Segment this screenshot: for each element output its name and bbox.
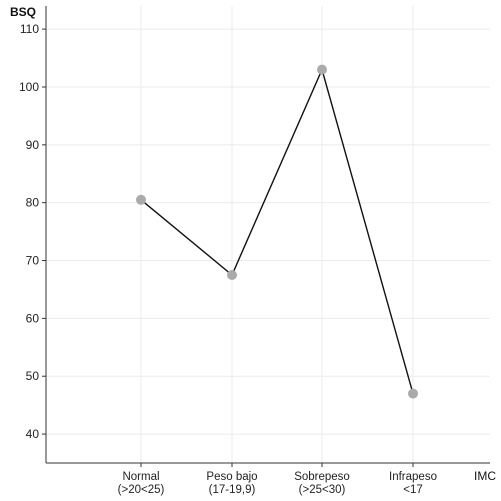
x-tick-label-range: <17 [403, 484, 423, 496]
y-tick-labels: 40 50 60 70 80 90 100 110 [19, 22, 46, 441]
y-tick-label: 110 [20, 22, 39, 36]
data-point [408, 388, 418, 399]
x-tick-label: Normal [122, 471, 159, 483]
y-axis-title: BSQ [10, 5, 36, 19]
y-tick-label: 60 [26, 311, 40, 325]
data-point [136, 194, 146, 205]
grid-lines [46, 6, 490, 463]
y-tick-label: 70 [26, 254, 40, 268]
y-tick-label: 100 [19, 80, 39, 94]
x-tick-label-range: (>20<25) [118, 484, 165, 496]
x-axis-title: IMC [474, 469, 496, 483]
x-tick-label: Sobrepeso [294, 471, 350, 483]
data-point [317, 64, 327, 75]
y-tick-label: 40 [26, 427, 40, 441]
data-point [227, 269, 237, 280]
axes [45, 6, 490, 464]
x-tick-label-range: (17-19,9) [209, 484, 256, 496]
series [136, 64, 418, 399]
x-tick-label: Peso bajo [206, 471, 257, 483]
y-tick-label: 90 [26, 138, 40, 152]
x-tick-label: Infrapeso [389, 471, 437, 483]
series-line [140, 67, 414, 394]
y-tick-label: 50 [26, 369, 40, 383]
x-tick-label-range: (>25<30) [299, 484, 346, 496]
y-tick-label: 80 [26, 196, 40, 210]
x-tick-labels: Normal(>20<25) Peso bajo(17-19,9) Sobrepes… [118, 463, 437, 496]
